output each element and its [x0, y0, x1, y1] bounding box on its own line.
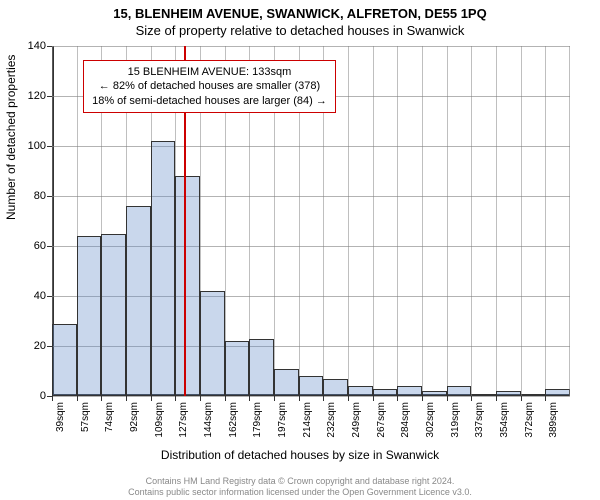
- x-tick-label: 197sqm: [277, 402, 288, 438]
- x-tick-mark: [447, 396, 448, 401]
- x-tick-label: 249sqm: [351, 402, 362, 438]
- x-tick-mark: [225, 396, 226, 401]
- y-tick-label: 140: [16, 40, 46, 52]
- annotation-line: 15 BLENHEIM AVENUE: 133sqm: [92, 65, 327, 79]
- histogram-bar: [373, 389, 398, 397]
- page-subtitle: Size of property relative to detached ho…: [0, 21, 600, 42]
- histogram-bar: [52, 324, 77, 397]
- x-tick-label: 127sqm: [178, 402, 189, 438]
- annotation-box: 15 BLENHEIM AVENUE: 133sqm← 82% of detac…: [83, 60, 336, 113]
- x-gridline: [348, 46, 349, 396]
- x-tick-mark: [126, 396, 127, 401]
- x-tick-mark: [249, 396, 250, 401]
- x-tick-label: 354sqm: [499, 402, 510, 438]
- histogram-bar: [101, 234, 126, 397]
- x-tick-label: 214sqm: [302, 402, 313, 438]
- x-tick-label: 144sqm: [203, 402, 214, 438]
- x-gridline: [521, 46, 522, 396]
- histogram-bar: [397, 386, 422, 396]
- histogram-bar: [151, 141, 176, 396]
- y-gridline: [52, 46, 570, 47]
- x-tick-mark: [496, 396, 497, 401]
- x-tick-label: 337sqm: [474, 402, 485, 438]
- y-tick-label: 0: [16, 390, 46, 402]
- x-tick-label: 389sqm: [548, 402, 559, 438]
- histogram-bar: [496, 391, 521, 396]
- x-tick-mark: [323, 396, 324, 401]
- plot-area: 02040608010012014039sqm57sqm74sqm92sqm10…: [52, 46, 570, 396]
- footer-line: Contains public sector information licen…: [0, 487, 600, 498]
- histogram-bar: [422, 391, 447, 396]
- x-tick-mark: [545, 396, 546, 401]
- x-gridline: [373, 46, 374, 396]
- x-tick-mark: [151, 396, 152, 401]
- y-tick-label: 100: [16, 140, 46, 152]
- histogram-chart: 02040608010012014039sqm57sqm74sqm92sqm10…: [52, 46, 570, 396]
- x-tick-label: 162sqm: [228, 402, 239, 438]
- y-tick-label: 20: [16, 340, 46, 352]
- x-tick-label: 372sqm: [524, 402, 535, 438]
- y-gridline: [52, 396, 570, 397]
- footer-attribution: Contains HM Land Registry data © Crown c…: [0, 476, 600, 498]
- histogram-bar: [447, 386, 472, 396]
- x-gridline: [545, 46, 546, 396]
- x-tick-label: 319sqm: [450, 402, 461, 438]
- histogram-bar: [126, 206, 151, 396]
- x-tick-label: 74sqm: [104, 402, 115, 432]
- x-tick-label: 302sqm: [425, 402, 436, 438]
- histogram-bar: [323, 379, 348, 397]
- x-gridline: [422, 46, 423, 396]
- x-tick-mark: [471, 396, 472, 401]
- x-tick-label: 109sqm: [154, 402, 165, 438]
- x-gridline: [397, 46, 398, 396]
- x-tick-mark: [422, 396, 423, 401]
- y-tick-label: 120: [16, 90, 46, 102]
- x-gridline: [496, 46, 497, 396]
- histogram-bar: [545, 389, 570, 397]
- x-tick-label: 92sqm: [129, 402, 140, 432]
- x-tick-label: 179sqm: [252, 402, 263, 438]
- x-tick-label: 39sqm: [55, 402, 66, 432]
- x-gridline: [447, 46, 448, 396]
- x-tick-mark: [77, 396, 78, 401]
- y-axis-label: Number of detached properties: [4, 55, 18, 220]
- x-tick-mark: [521, 396, 522, 401]
- x-gridline: [569, 46, 570, 396]
- x-tick-mark: [348, 396, 349, 401]
- histogram-bar: [175, 176, 200, 396]
- x-tick-mark: [397, 396, 398, 401]
- x-tick-label: 267sqm: [376, 402, 387, 438]
- x-gridline: [471, 46, 472, 396]
- x-tick-mark: [101, 396, 102, 401]
- x-tick-label: 284sqm: [400, 402, 411, 438]
- histogram-bar: [299, 376, 324, 396]
- x-tick-label: 57sqm: [80, 402, 91, 432]
- x-tick-label: 232sqm: [326, 402, 337, 438]
- annotation-line: ← 82% of detached houses are smaller (37…: [92, 79, 327, 93]
- y-tick-label: 60: [16, 240, 46, 252]
- footer-line: Contains HM Land Registry data © Crown c…: [0, 476, 600, 487]
- y-gridline: [52, 146, 570, 147]
- histogram-bar: [225, 341, 250, 396]
- annotation-line: 18% of semi-detached houses are larger (…: [92, 94, 327, 108]
- y-gridline: [52, 196, 570, 197]
- x-tick-mark: [52, 396, 53, 401]
- histogram-bar: [249, 339, 274, 397]
- x-tick-mark: [299, 396, 300, 401]
- histogram-bar: [274, 369, 299, 397]
- x-tick-mark: [200, 396, 201, 401]
- x-axis-label: Distribution of detached houses by size …: [0, 448, 600, 462]
- x-tick-mark: [175, 396, 176, 401]
- histogram-bar: [77, 236, 102, 396]
- y-tick-label: 40: [16, 290, 46, 302]
- x-tick-mark: [274, 396, 275, 401]
- histogram-bar: [348, 386, 373, 396]
- page-title-address: 15, BLENHEIM AVENUE, SWANWICK, ALFRETON,…: [0, 0, 600, 21]
- histogram-bar: [200, 291, 225, 396]
- y-tick-label: 80: [16, 190, 46, 202]
- x-tick-mark: [373, 396, 374, 401]
